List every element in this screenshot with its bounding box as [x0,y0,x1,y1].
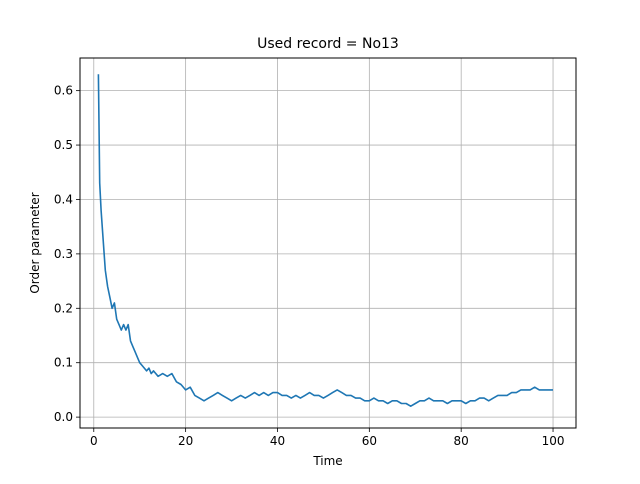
chart-title: Used record = No13 [257,36,399,52]
y-tick-label: 0.4 [54,192,73,206]
plot-frame [79,57,577,429]
x-tick-label: 20 [178,434,193,448]
y-tick-label: 0.2 [54,301,73,315]
x-axis-label: Time [312,454,342,468]
series-line [97,74,553,408]
y-tick-label: 0.3 [54,247,73,261]
x-tick-label: 60 [362,434,377,448]
y-tick-label: 0.1 [54,356,73,370]
grid-lines [80,58,576,428]
x-tick-label: 0 [90,434,98,448]
axis-ticks: 0 20 40 60 80 100 0.0 0.1 0.2 0.3 0.4 0.5 0.6 [54,84,565,448]
y-tick-label: 0.6 [54,84,73,98]
y-axis-label: Order parameter [28,192,42,293]
x-tick-label: 80 [454,434,469,448]
series-layer [97,74,553,408]
x-tick-label: 40 [270,434,285,448]
y-tick-label: 0.5 [54,138,73,152]
x-tick-label: 100 [542,434,565,448]
y-tick-label: 0.0 [54,410,73,424]
